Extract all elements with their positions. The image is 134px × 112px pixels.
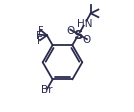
Text: F: F [37,36,43,46]
Text: HN: HN [77,19,93,29]
Text: O: O [66,25,74,35]
Text: O: O [83,35,91,45]
Text: F: F [38,26,43,36]
Text: Br: Br [42,84,53,94]
Text: S: S [74,29,83,42]
Text: F: F [36,30,41,40]
